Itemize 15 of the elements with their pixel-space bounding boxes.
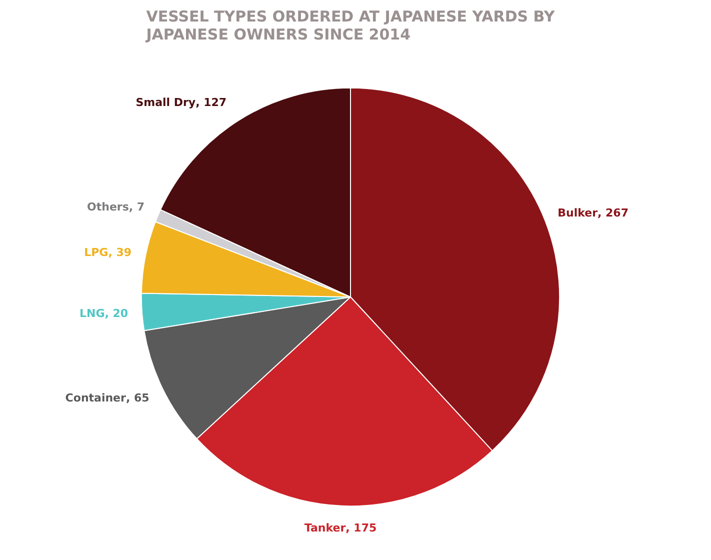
chart-title: VESSEL TYPES ORDERED AT JAPANESE YARDS BY JAPANESE OWNERS SINCE 2014: [145, 8, 556, 44]
data-label: , 65: [126, 392, 150, 405]
slice-label: LPG: [84, 246, 108, 260]
slice-label: Container: [65, 392, 127, 405]
data-label: , 7: [128, 200, 145, 214]
data-label: , 20: [104, 307, 128, 320]
slice-label: Others: [87, 200, 130, 214]
slice-label: Small Dry: [136, 96, 196, 109]
data-label: , 175: [346, 521, 377, 534]
slice-label: Tanker: [304, 521, 346, 534]
data-label: , 127: [196, 96, 227, 109]
data-label: , 39: [108, 246, 132, 260]
slice-label: LNG: [80, 307, 105, 320]
data-label: , 267: [598, 206, 628, 220]
slice-label: Bulker: [558, 206, 598, 220]
